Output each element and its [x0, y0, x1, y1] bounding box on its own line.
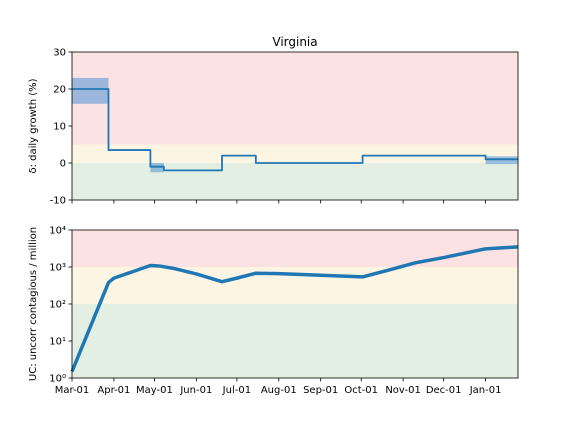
x-tick-label: Aug-01: [261, 385, 297, 396]
band-2: [72, 144, 518, 163]
interval-2: [150, 163, 164, 173]
band-1: [72, 163, 518, 200]
y-tick-label: 10¹: [49, 337, 66, 348]
band-3: [72, 230, 518, 267]
y-tick-label: -10: [50, 196, 66, 207]
x-tick-label: Nov-01: [385, 385, 421, 396]
band-3: [72, 52, 518, 145]
chart-title: Virginia: [272, 35, 317, 49]
x-tick-label: Apr-01: [97, 385, 130, 396]
y-tick-label: 10: [53, 122, 66, 133]
band-1: [72, 304, 518, 378]
x-tick-label: Jan-01: [469, 385, 502, 396]
y-tick-label: 0: [60, 159, 66, 170]
series-line-1: [70, 245, 519, 373]
x-tick-label: Jul-01: [222, 385, 251, 396]
x-tick-label: Jun-01: [179, 385, 212, 396]
series-line-1: [72, 88, 518, 172]
y-tick-label: 20: [53, 85, 66, 96]
y-axis-label: UC: uncorr contagious / million: [28, 227, 39, 381]
x-tick-label: Dec-01: [426, 385, 462, 396]
y-tick-label: 30: [53, 48, 66, 59]
y-tick-label: 10⁴: [49, 226, 66, 237]
x-tick-label: May-01: [136, 385, 173, 396]
x-tick-label: Oct-01: [344, 385, 378, 396]
y-tick-label: 10³: [49, 263, 66, 274]
interval-3: [485, 156, 518, 165]
x-tick-label: Mar-01: [55, 385, 90, 396]
x-tick-label: Sep-01: [303, 385, 338, 396]
y-axis-label: δ: daily growth (%): [28, 78, 39, 173]
panel-2: 10⁰ 10¹ 10² 10³ 10⁴ Mar-01 Apr-01 May-01 Jun-01 J…: [28, 226, 519, 396]
panel-1: -10 0 10 20 30 δ: daily growth (%) Virginia: [28, 35, 519, 207]
y-tick-label: 10²: [49, 300, 66, 311]
interval-1: [72, 77, 109, 104]
y-tick-label: 10⁰: [49, 374, 66, 385]
